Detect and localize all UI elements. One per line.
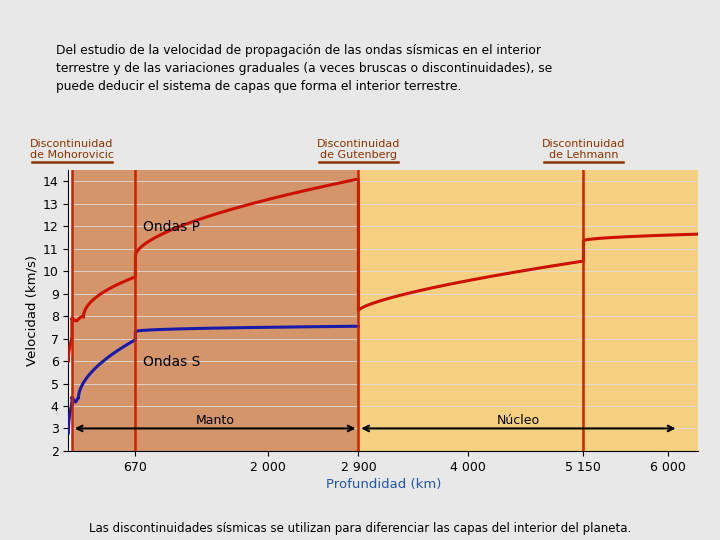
Bar xyxy=(359,170,698,451)
Bar xyxy=(72,170,359,451)
Text: Ondas P: Ondas P xyxy=(143,220,200,234)
Text: Ondas S: Ondas S xyxy=(143,355,201,368)
Bar xyxy=(68,170,72,451)
X-axis label: Profundidad (km): Profundidad (km) xyxy=(325,478,441,491)
Text: Las discontinuidades sísmicas se utilizan para diferenciar las capas del interio: Las discontinuidades sísmicas se utiliza… xyxy=(89,522,631,535)
Text: Discontinuidad
de Lehmann: Discontinuidad de Lehmann xyxy=(541,139,625,160)
Text: Discontinuidad
de Gutenberg: Discontinuidad de Gutenberg xyxy=(317,139,400,160)
Text: Discontinuidad
de Mohorovicic: Discontinuidad de Mohorovicic xyxy=(30,139,114,160)
Text: Manto: Manto xyxy=(196,414,235,427)
Y-axis label: Velocidad (km/s): Velocidad (km/s) xyxy=(26,255,39,366)
Text: Del estudio de la velocidad de propagación de las ondas sísmicas en el interior
: Del estudio de la velocidad de propagaci… xyxy=(56,44,552,93)
Text: Núcleo: Núcleo xyxy=(497,414,540,427)
